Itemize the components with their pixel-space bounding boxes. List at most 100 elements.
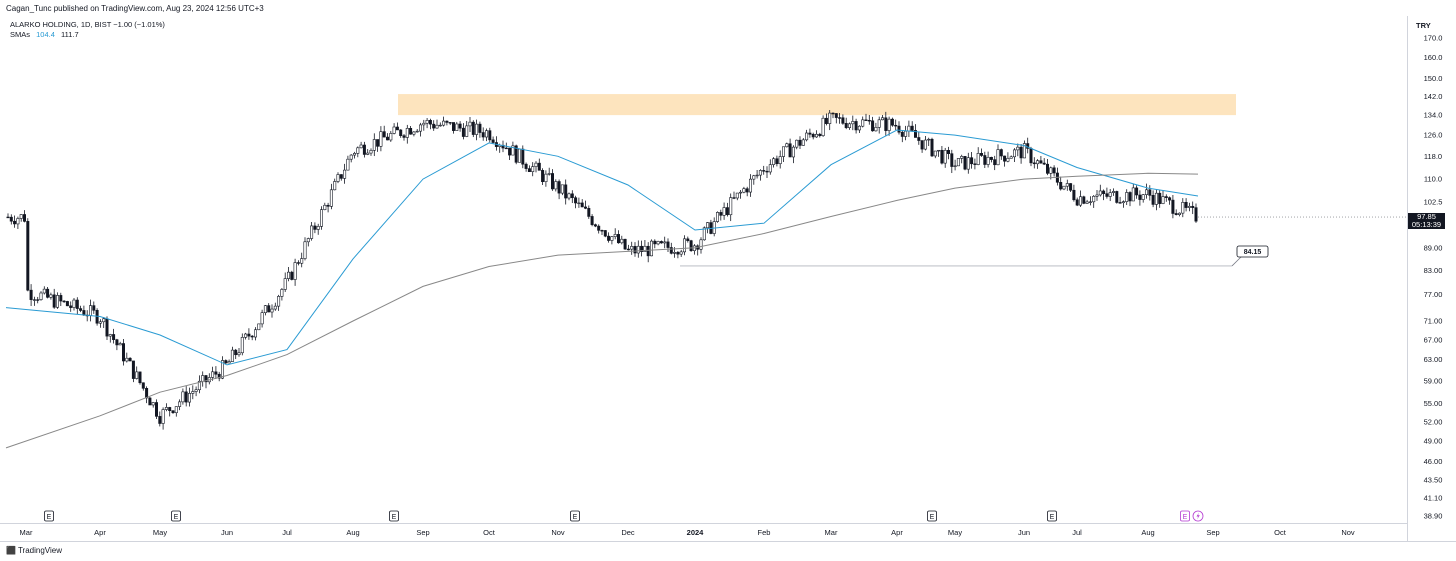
candle xyxy=(636,240,640,258)
candle xyxy=(1115,190,1119,204)
earnings-marker[interactable]: E xyxy=(1047,510,1057,522)
candle xyxy=(871,116,875,132)
candle xyxy=(1088,196,1092,206)
candle xyxy=(1042,158,1046,166)
candle xyxy=(122,338,126,366)
sma-fast-line xyxy=(5,129,1199,366)
candle xyxy=(762,165,766,175)
candle xyxy=(1135,185,1139,199)
candle xyxy=(1085,199,1089,204)
tradingview-brand[interactable]: ⬛ TradingView xyxy=(6,546,62,555)
candle xyxy=(706,222,710,234)
earnings-marker[interactable]: E xyxy=(389,510,399,522)
price-tick-label: 102.5 xyxy=(1424,197,1443,206)
earnings-marker[interactable]: E xyxy=(927,510,937,522)
candle xyxy=(781,146,785,162)
candle xyxy=(620,235,624,245)
earnings-marker[interactable]: E xyxy=(570,510,580,522)
candle xyxy=(953,159,957,171)
candle xyxy=(541,168,545,186)
dividend-lightning-icon[interactable] xyxy=(1192,510,1204,522)
bar-countdown-label: 05:13:39 xyxy=(1408,221,1445,229)
candle xyxy=(801,138,805,146)
current-price-label: 97.85 xyxy=(1408,213,1445,221)
candle xyxy=(1022,140,1026,159)
candle xyxy=(828,110,832,131)
candle xyxy=(442,116,446,127)
candle xyxy=(16,216,20,230)
candle xyxy=(475,119,479,141)
candle xyxy=(412,131,416,137)
candle xyxy=(1131,183,1135,202)
earnings-marker[interactable]: E xyxy=(44,510,54,522)
time-tick-label: Mar xyxy=(20,528,33,537)
price-tick-label: 46.00 xyxy=(1424,457,1443,466)
earnings-marker[interactable]: E xyxy=(171,510,181,522)
candle xyxy=(626,244,630,251)
candle xyxy=(663,236,667,249)
candle xyxy=(194,386,198,397)
candle xyxy=(151,401,155,408)
support-callout-box[interactable] xyxy=(1236,245,1269,258)
candle xyxy=(861,116,865,128)
candle xyxy=(326,202,330,213)
candle xyxy=(369,148,373,156)
candle xyxy=(765,166,769,179)
candle xyxy=(267,303,271,313)
candle xyxy=(824,113,828,126)
candles xyxy=(6,110,1198,430)
candle xyxy=(699,237,703,254)
candle xyxy=(603,230,607,238)
candle xyxy=(1112,188,1116,196)
candle xyxy=(6,213,10,219)
candle xyxy=(319,206,323,230)
candle xyxy=(52,288,56,309)
candle xyxy=(69,301,73,312)
price-tick-label: 89.00 xyxy=(1424,243,1443,252)
candle xyxy=(851,115,855,131)
candle xyxy=(148,396,152,406)
candle xyxy=(616,230,620,244)
time-tick-label: May xyxy=(948,528,962,537)
candle xyxy=(1082,195,1086,205)
candle xyxy=(811,132,815,140)
candle xyxy=(613,228,617,240)
candle xyxy=(732,191,736,200)
candle xyxy=(597,224,601,234)
support-callout-pointer xyxy=(1231,255,1243,267)
time-tick-label: Nov xyxy=(551,528,565,537)
candle xyxy=(950,149,954,174)
currency-label: TRY xyxy=(1416,21,1431,30)
upcoming-earnings-marker[interactable]: E xyxy=(1180,510,1190,522)
price-axis[interactable]: 170.0 160.0 150.0 142.0 134.0 126.0 118.0 110.0… xyxy=(1424,34,1443,521)
candle xyxy=(798,136,802,149)
price-tick-label: 160.0 xyxy=(1424,53,1443,62)
time-axis[interactable]: Mar Apr May Jun Jul Aug Sep Oct Nov Dec 2024 Feb Mar… xyxy=(20,528,1355,537)
candle xyxy=(973,158,977,170)
candle xyxy=(491,136,495,145)
candle xyxy=(775,155,779,167)
candle xyxy=(857,125,861,134)
candle xyxy=(1003,155,1007,167)
candle xyxy=(785,142,789,148)
price-tick-label: 110.0 xyxy=(1424,175,1442,184)
candle xyxy=(168,406,172,417)
candle xyxy=(791,145,795,164)
candle xyxy=(682,235,686,256)
candle xyxy=(1187,202,1191,212)
candle xyxy=(501,140,505,153)
candle xyxy=(1092,195,1096,208)
candle xyxy=(234,348,238,360)
candle xyxy=(910,121,914,132)
candle xyxy=(907,120,911,138)
candle xyxy=(1046,159,1050,176)
candle xyxy=(1171,194,1175,219)
sma-lines xyxy=(5,129,1199,449)
candle xyxy=(184,386,188,407)
candle xyxy=(976,147,980,166)
chart-legend: ALARKO HOLDING, 1D, BIST −1.00 (−1.01%) … xyxy=(10,20,165,40)
candle xyxy=(484,128,488,142)
candle xyxy=(1138,190,1142,206)
price-tick-label: 77.00 xyxy=(1424,290,1443,299)
